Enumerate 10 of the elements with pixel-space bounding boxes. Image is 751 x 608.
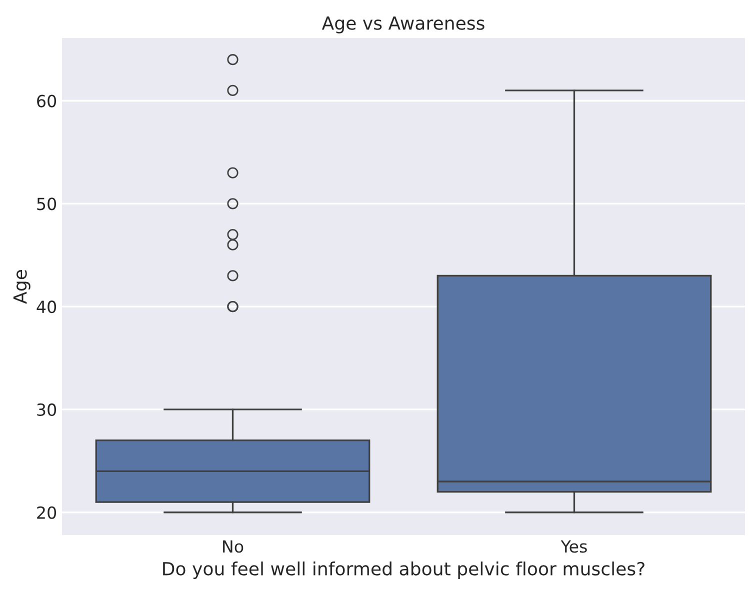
x-axis-title: Do you feel well informed about pelvic floor muscles? bbox=[163, 562, 644, 580]
y-axis-title: Age bbox=[13, 270, 30, 304]
y-tick-label: 20 bbox=[37, 506, 56, 519]
y-tick-label: 30 bbox=[37, 403, 56, 416]
y-tick-label: 40 bbox=[36, 300, 56, 314]
x-tick-label: No bbox=[223, 540, 244, 553]
y-tick-label: 50 bbox=[37, 198, 56, 210]
y-tick-label: 60 bbox=[37, 94, 56, 108]
x-tick-label: Yes bbox=[560, 540, 587, 553]
chart-title: Age vs Awareness bbox=[322, 16, 484, 34]
